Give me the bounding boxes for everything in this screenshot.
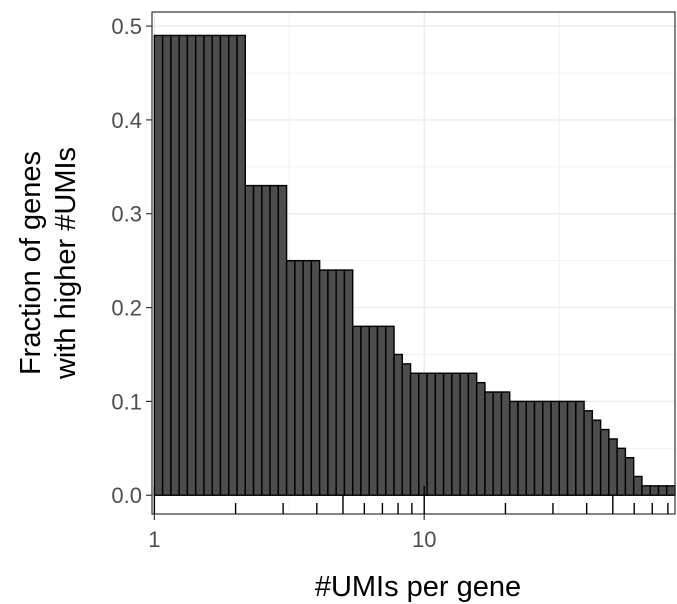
histogram-bar [368, 325, 379, 496]
histogram-bar [525, 400, 536, 496]
histogram-bar [599, 428, 610, 496]
histogram-bar [467, 372, 478, 496]
histogram-bar [302, 259, 313, 496]
histogram-bar [442, 372, 453, 496]
histogram-bar [153, 34, 164, 496]
histogram-bar [649, 485, 660, 496]
x-axis: 1 10 [148, 486, 669, 552]
histogram-bar [261, 184, 271, 496]
y-axis-title-line-1: Fraction of genes [15, 151, 47, 375]
y-axis-title-line-2: with higher #UMIs [50, 147, 82, 380]
histogram-bar [335, 269, 346, 496]
histogram-bar [211, 34, 222, 496]
y-axis: 0.0 0.1 0.2 0.3 0.4 0.5 [111, 14, 152, 508]
y-tick-label: 0.4 [111, 108, 142, 133]
histogram-bar [409, 372, 420, 496]
plot-border [151, 11, 676, 515]
histogram-bar [244, 184, 255, 496]
histogram-bar [583, 410, 594, 496]
histogram-bar [228, 34, 238, 496]
histogram-bar [170, 34, 180, 496]
histogram-bar [294, 259, 304, 496]
histogram-bar [616, 447, 627, 496]
histogram-bar [533, 400, 544, 496]
histogram-bar [310, 259, 321, 496]
y-tick-label: 0.3 [111, 202, 142, 227]
histogram-bar [277, 184, 288, 496]
x-tick-label: 1 [148, 527, 160, 552]
histogram-bar [666, 485, 676, 496]
histogram-bar [517, 400, 527, 496]
histogram-bar [632, 475, 643, 496]
histogram-bar [327, 269, 337, 496]
histogram-bar [566, 400, 577, 496]
y-tick-label: 0.0 [111, 483, 142, 508]
histogram-bar [194, 34, 205, 496]
histogram-bar [475, 381, 486, 496]
histogram-bar [575, 400, 585, 496]
histogram-bar [285, 259, 296, 496]
histogram-bar [657, 485, 668, 496]
x-tick-label: 10 [412, 527, 436, 552]
histogram-bar [641, 485, 651, 496]
histogram-bar [343, 269, 354, 496]
histogram-bar [178, 34, 189, 496]
histogram-bar [558, 400, 569, 496]
bars [153, 34, 676, 496]
histogram-bar [252, 184, 263, 496]
histogram-bar [219, 34, 230, 496]
histogram-bar [393, 353, 403, 496]
histogram-bar [186, 34, 197, 496]
x-axis-title: #UMIs per gene [315, 571, 521, 603]
histogram-bar [418, 372, 428, 496]
histogram-bar [376, 325, 387, 496]
histogram-bar [484, 391, 494, 496]
y-tick-label: 0.1 [111, 389, 142, 414]
y-tick-label: 0.5 [111, 14, 142, 39]
histogram-bar [203, 34, 213, 496]
histogram-bar [269, 184, 280, 496]
histogram-bar [401, 363, 412, 496]
y-tick-label: 0.2 [111, 296, 142, 321]
histogram-bar [451, 372, 461, 496]
histogram-bar [360, 325, 370, 496]
histogram-bar [459, 372, 470, 496]
histogram-bar [500, 391, 511, 496]
histogram-bar [550, 400, 561, 496]
histogram-bar [385, 325, 395, 496]
histogram-bar [236, 34, 246, 496]
histogram-bar [542, 400, 552, 496]
histogram-bar [426, 372, 437, 496]
histogram-bar [608, 438, 618, 496]
histogram-bar [434, 372, 445, 496]
histogram-bar [624, 457, 635, 496]
histogram-bar [509, 400, 519, 496]
histogram-bar [161, 34, 172, 496]
histogram-bar [318, 269, 329, 496]
histogram-bar [492, 391, 503, 496]
histogram-bar [352, 325, 362, 496]
histogram-bar [591, 419, 602, 496]
